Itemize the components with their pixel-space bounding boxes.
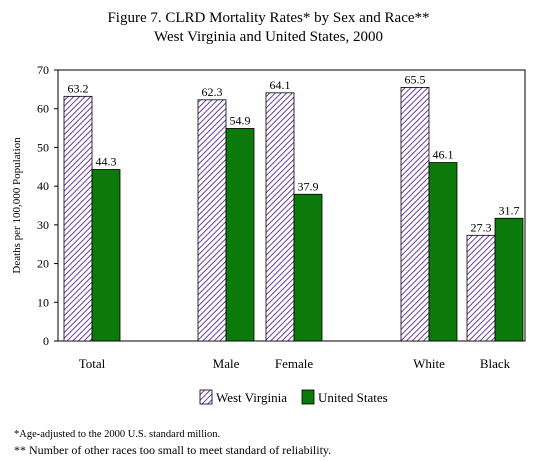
legend-label-west-virginia: West Virginia xyxy=(216,390,287,405)
legend-swatch-west-virginia xyxy=(199,389,213,405)
data-label-west-virginia: 63.2 xyxy=(68,81,89,95)
chart-subtitle: West Virginia and United States, 2000 xyxy=(154,29,383,45)
data-label-united-states: 46.1 xyxy=(433,148,454,162)
bar-united-states xyxy=(91,169,121,342)
footnote-age-adjusted: *Age-adjusted to the 2000 U.S. standard … xyxy=(14,429,221,440)
footnote-other-races: ** Number of other races too small to me… xyxy=(14,443,332,457)
chart-title: Figure 7. CLRD Mortality Rates* by Sex a… xyxy=(107,10,430,26)
data-label-united-states: 54.9 xyxy=(230,113,251,127)
y-tick-label: 30 xyxy=(37,218,49,232)
bar-west-virginia xyxy=(63,95,93,342)
bar-west-virginia xyxy=(466,234,496,342)
bar-west-virginia xyxy=(197,99,227,342)
data-label-west-virginia: 65.5 xyxy=(405,72,426,86)
y-tick-label: 70 xyxy=(37,63,49,77)
y-tick-label: 0 xyxy=(43,334,49,348)
data-label-united-states: 31.7 xyxy=(499,203,520,217)
bar-united-states xyxy=(428,162,458,342)
bar-west-virginia xyxy=(400,87,430,342)
y-axis-label: Deaths per 100,000 Population xyxy=(11,137,23,274)
x-tick-label: Total xyxy=(79,356,106,371)
data-label-west-virginia: 27.3 xyxy=(471,220,492,234)
x-tick-label: White xyxy=(413,356,445,371)
x-tick-label: Male xyxy=(213,356,240,371)
y-tick-label: 50 xyxy=(37,140,49,154)
bar-west-virginia xyxy=(265,92,295,342)
y-tick-label: 40 xyxy=(37,179,49,193)
x-tick-label: Female xyxy=(275,356,313,371)
bar-united-states xyxy=(293,193,323,342)
data-label-west-virginia: 64.1 xyxy=(270,78,291,92)
y-tick-label: 10 xyxy=(37,295,49,309)
legend-label-united-states: United States xyxy=(318,390,388,405)
y-tick-label: 60 xyxy=(37,102,49,116)
bar-united-states xyxy=(225,128,255,342)
data-label-united-states: 44.3 xyxy=(96,154,117,168)
data-label-united-states: 37.9 xyxy=(298,179,319,193)
legend-swatch-united-states xyxy=(301,389,315,405)
bar-united-states xyxy=(494,217,524,342)
y-tick-label: 20 xyxy=(37,257,49,271)
x-tick-label: Black xyxy=(480,356,511,371)
data-label-west-virginia: 62.3 xyxy=(202,85,223,99)
